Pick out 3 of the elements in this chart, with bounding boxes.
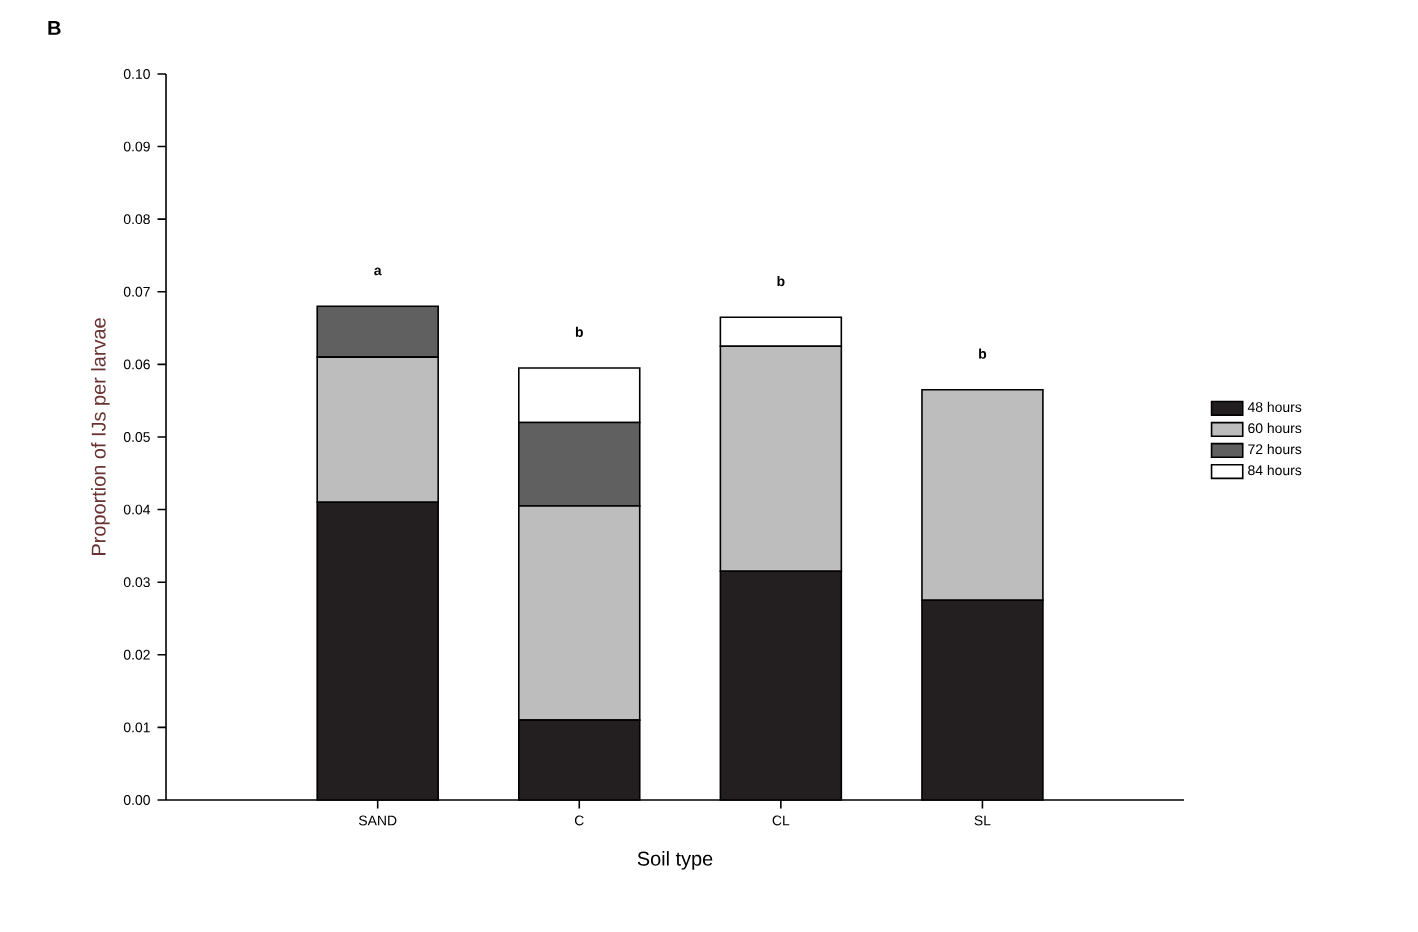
y-axis-title: Proportion of IJs per larvae — [91, 318, 110, 555]
chart-title: B — [48, 21, 61, 35]
x-axis-title: Soil type — [637, 851, 713, 870]
